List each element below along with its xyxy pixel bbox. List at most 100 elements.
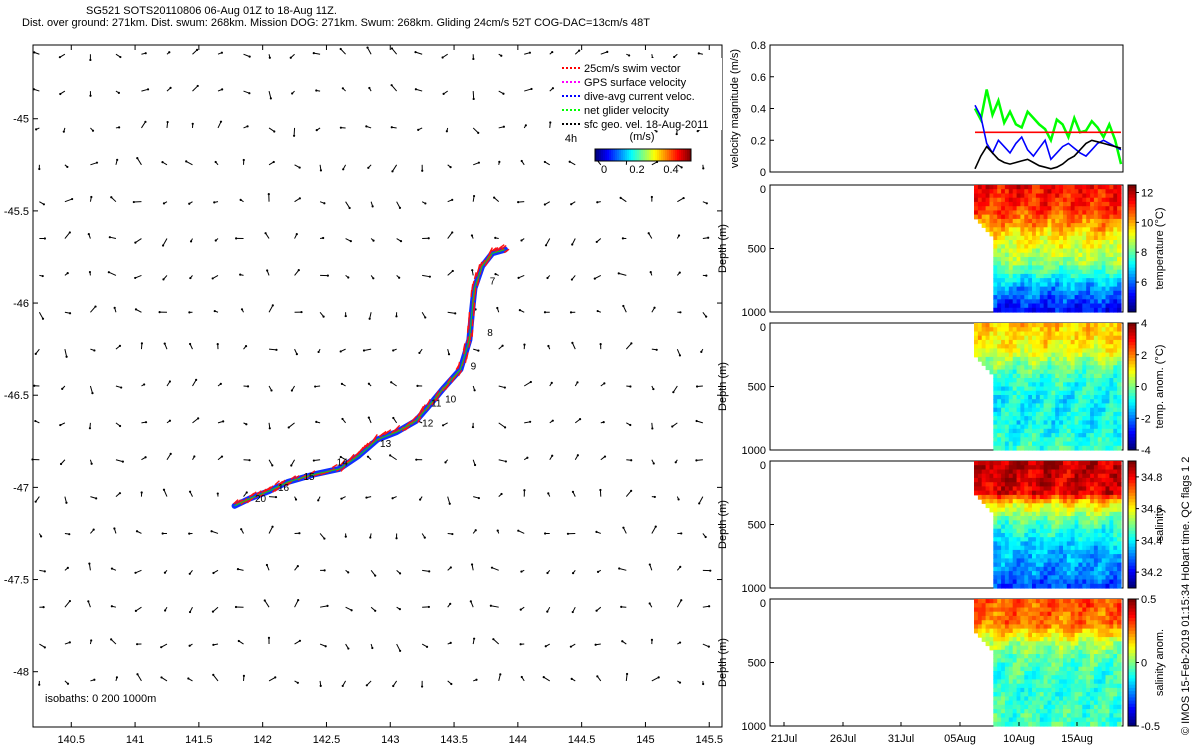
- section-cell: [1055, 369, 1060, 375]
- section-cell: [1101, 335, 1107, 341]
- section-cell: [985, 214, 991, 220]
- surface-arrow: [447, 232, 453, 239]
- section-colorbar-cell: [1128, 326, 1136, 330]
- section-cell: [1063, 562, 1068, 568]
- section-cell: [1012, 545, 1018, 551]
- section-cell: [1020, 503, 1025, 509]
- section-cell: [1097, 537, 1103, 542]
- section-cell: [993, 189, 998, 194]
- map-ytick-label: -46.5: [4, 390, 29, 402]
- section-cell: [1097, 583, 1103, 589]
- section-cell: [1055, 227, 1060, 233]
- section-cell: [1043, 579, 1049, 585]
- section-cell: [1032, 524, 1037, 530]
- section-cell: [1043, 554, 1049, 559]
- track-day-label: 16: [278, 483, 290, 494]
- surface-arrow-head: [367, 416, 370, 419]
- section-cell: [1016, 373, 1022, 379]
- section-cell: [1066, 541, 1072, 547]
- section-ytick-label: 1000: [742, 583, 766, 595]
- section-cell: [1008, 583, 1014, 589]
- section-cell: [1070, 499, 1076, 504]
- section-cell: [1113, 339, 1118, 345]
- section-ytick-label: 500: [748, 244, 766, 256]
- section-cell: [1012, 579, 1018, 585]
- section-cell: [1093, 223, 1099, 228]
- section-cell: [1059, 399, 1064, 404]
- section-cell: [1066, 528, 1072, 534]
- section-cell: [1117, 189, 1122, 194]
- section-cell: [1090, 482, 1095, 487]
- section-cell: [1093, 365, 1099, 371]
- section-cell: [989, 599, 994, 604]
- section-cell: [1105, 369, 1110, 375]
- surface-arrow: [491, 567, 499, 571]
- surface-arrow-head: [700, 350, 703, 353]
- section-cell: [1035, 579, 1041, 585]
- section-cell: [1113, 511, 1118, 517]
- section-cell: [1024, 257, 1029, 262]
- section-colorbar-cell: [1128, 373, 1136, 378]
- section-cell: [1093, 499, 1099, 504]
- section-cell: [1059, 344, 1064, 349]
- section-cell: [1059, 269, 1064, 275]
- section-cell: [1016, 420, 1022, 426]
- section-cell: [1063, 227, 1068, 233]
- section-cell: [1004, 428, 1010, 434]
- section-cell: [1105, 210, 1110, 216]
- section-cell: [1117, 248, 1122, 254]
- section-cell: [1101, 516, 1107, 521]
- section-cell: [1070, 365, 1076, 371]
- section-cell: [1055, 231, 1060, 237]
- section-cell: [1078, 295, 1083, 300]
- section-cell: [997, 632, 1002, 638]
- section-cell: [1051, 490, 1056, 496]
- section-cell: [1012, 499, 1018, 504]
- section-cell: [1055, 303, 1060, 309]
- section-cell: [1117, 554, 1122, 559]
- section-cell: [1020, 218, 1025, 224]
- section-cell: [981, 348, 987, 354]
- section-cell: [1047, 290, 1052, 296]
- section-cell: [1101, 261, 1107, 266]
- section-colorbar-cell: [1128, 261, 1136, 265]
- section-cell: [1043, 344, 1049, 349]
- surface-arrow-head: [248, 55, 251, 58]
- colorbar-cell: [657, 149, 660, 161]
- section-cell: [1024, 369, 1029, 375]
- section-cell: [1043, 428, 1049, 434]
- section-cell: [1059, 193, 1064, 199]
- section-cell: [989, 339, 994, 345]
- surface-arrow-head: [526, 456, 529, 459]
- section-cell: [1035, 645, 1041, 651]
- surface-arrow-head: [472, 57, 475, 61]
- section-cell: [997, 528, 1002, 534]
- section-cell: [1008, 533, 1014, 538]
- section-cell: [1012, 210, 1018, 216]
- section-cell: [1055, 579, 1060, 585]
- section-cell: [1035, 516, 1041, 521]
- section-cell: [974, 210, 979, 216]
- section-cell: [1117, 583, 1122, 589]
- section-cell: [1113, 395, 1118, 400]
- section-cell: [981, 637, 987, 642]
- section-cell: [1039, 327, 1045, 332]
- section-cell: [985, 494, 991, 500]
- surface-arrow-head: [31, 458, 34, 461]
- section-colorbar-cell: [1128, 569, 1136, 573]
- section-cell: [1016, 469, 1022, 475]
- section-cell: [1066, 265, 1072, 271]
- section-cell: [1047, 528, 1052, 534]
- section-cell: [993, 524, 998, 530]
- colorbar-cell: [651, 149, 654, 161]
- section-cell: [997, 654, 1002, 659]
- surface-arrow: [543, 676, 551, 682]
- section-cell: [1078, 257, 1083, 262]
- surface-arrow-head: [118, 126, 121, 129]
- section-cell: [1039, 437, 1045, 443]
- surface-arrow-head: [265, 563, 269, 567]
- section-cell: [1097, 461, 1103, 466]
- section-cell: [1032, 486, 1037, 492]
- section-cell: [1059, 499, 1064, 504]
- section-cell: [993, 679, 998, 685]
